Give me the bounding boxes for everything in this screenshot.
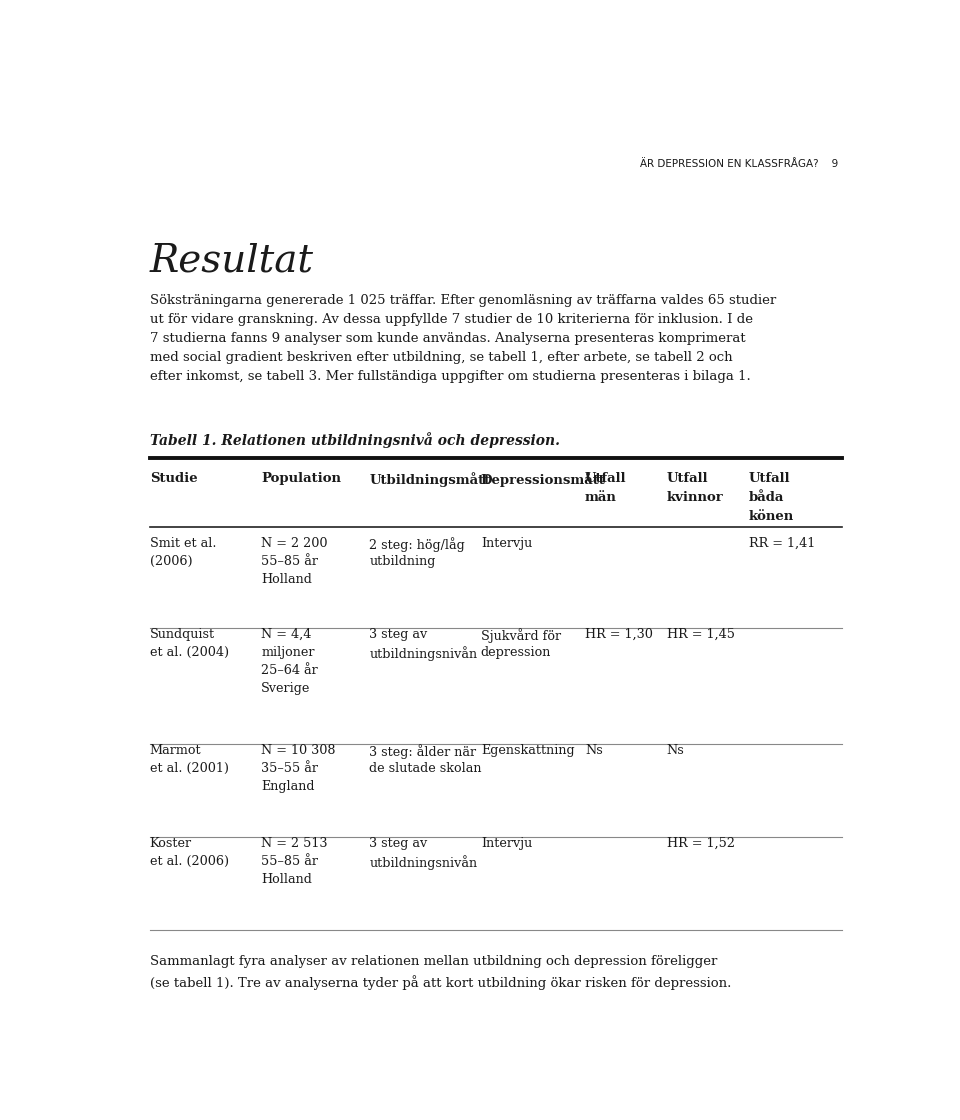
Text: utbildning: utbildning [370, 556, 436, 568]
Text: könen: könen [749, 511, 794, 523]
Text: utbildningsnivån: utbildningsnivån [370, 646, 477, 661]
Text: de slutade skolan: de slutade skolan [370, 763, 482, 775]
Text: 3 steg: ålder när: 3 steg: ålder när [370, 744, 476, 759]
Text: HR = 1,45: HR = 1,45 [667, 627, 734, 641]
Text: 55–85 år: 55–85 år [261, 856, 319, 868]
Text: Utfall: Utfall [749, 473, 790, 485]
Text: Koster: Koster [150, 838, 192, 850]
Text: Sjukvård för: Sjukvård för [481, 627, 561, 643]
Text: Studie: Studie [150, 473, 198, 485]
Text: 35–55 år: 35–55 år [261, 763, 319, 775]
Text: Söksträningarna genererade 1 025 träffar. Efter genomläsning av träffarna valdes: Söksträningarna genererade 1 025 träffar… [150, 293, 776, 383]
Text: 55–85 år: 55–85 år [261, 556, 319, 568]
Text: HR = 1,30: HR = 1,30 [585, 627, 653, 641]
Text: ÄR DEPRESSION EN KLASSFRÅGA?    9: ÄR DEPRESSION EN KLASSFRÅGA? 9 [639, 159, 838, 169]
Text: Intervju: Intervju [481, 838, 532, 850]
Text: Egenskattning: Egenskattning [481, 744, 574, 757]
Text: Sverige: Sverige [261, 682, 311, 696]
Text: utbildningsnivån: utbildningsnivån [370, 856, 477, 870]
Text: Depressionsmått: Depressionsmått [481, 473, 606, 487]
Text: kvinnor: kvinnor [667, 492, 724, 504]
Text: Tabell 1. Relationen utbildningsnivå och depression.: Tabell 1. Relationen utbildningsnivå och… [150, 432, 560, 448]
Text: Utfall: Utfall [585, 473, 627, 485]
Text: Holland: Holland [261, 874, 312, 886]
Text: et al. (2004): et al. (2004) [150, 646, 228, 659]
Text: Population: Population [261, 473, 342, 485]
Text: Intervju: Intervju [481, 538, 532, 550]
Text: Ns: Ns [585, 744, 603, 757]
Text: miljoner: miljoner [261, 646, 315, 659]
Text: N = 2 200: N = 2 200 [261, 538, 328, 550]
Text: män: män [585, 492, 617, 504]
Text: depression: depression [481, 646, 551, 659]
Text: England: England [261, 781, 315, 793]
Text: Ns: Ns [667, 744, 684, 757]
Text: båda: båda [749, 492, 784, 504]
Text: N = 4,4: N = 4,4 [261, 627, 312, 641]
Text: et al. (2006): et al. (2006) [150, 856, 228, 868]
Text: Sammanlagt fyra analyser av relationen mellan utbildning och depression föreligg: Sammanlagt fyra analyser av relationen m… [150, 954, 732, 990]
Text: N = 10 308: N = 10 308 [261, 744, 336, 757]
Text: 2 steg: hög/låg: 2 steg: hög/låg [370, 538, 465, 552]
Text: RR = 1,41: RR = 1,41 [749, 538, 815, 550]
Text: HR = 1,52: HR = 1,52 [667, 838, 734, 850]
Text: Resultat: Resultat [150, 242, 314, 279]
Text: N = 2 513: N = 2 513 [261, 838, 328, 850]
Text: Marmot: Marmot [150, 744, 202, 757]
Text: Holland: Holland [261, 573, 312, 587]
Text: Utbildningsmått: Utbildningsmått [370, 473, 491, 487]
Text: Utfall: Utfall [667, 473, 708, 485]
Text: Smit et al.: Smit et al. [150, 538, 216, 550]
Text: 3 steg av: 3 steg av [370, 627, 427, 641]
Text: (2006): (2006) [150, 556, 192, 568]
Text: Sundquist: Sundquist [150, 627, 215, 641]
Text: 25–64 år: 25–64 år [261, 664, 318, 676]
Text: et al. (2001): et al. (2001) [150, 763, 228, 775]
Text: 3 steg av: 3 steg av [370, 838, 427, 850]
